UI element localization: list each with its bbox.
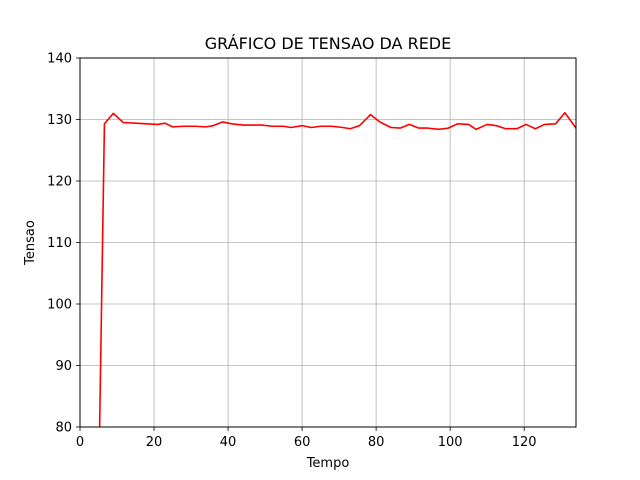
x-tick-label: 80	[368, 435, 385, 450]
x-tick-label: 100	[438, 435, 463, 450]
x-tick-label: 0	[76, 435, 84, 450]
y-tick-label: 120	[47, 175, 72, 190]
y-tick-label: 100	[47, 298, 72, 313]
x-tick-label: 40	[220, 435, 237, 450]
series-layer	[98, 111, 576, 427]
x-tick-label: 20	[146, 435, 163, 450]
axis-ticks: 0 20 40 60 80 100 120 80 90 100 110 120 130 140	[47, 52, 536, 451]
series-line-0	[98, 111, 576, 427]
y-tick-label: 110	[47, 236, 72, 251]
y-axis-label: Tensao	[23, 220, 38, 266]
y-tick-label: 130	[47, 113, 72, 128]
y-tick-label: 80	[55, 421, 72, 436]
y-tick-label: 90	[55, 359, 72, 374]
chart-title: GRÁFICO DE TENSAO DA REDE	[205, 34, 451, 53]
x-axis-label: Tempo	[306, 456, 350, 471]
x-tick-label: 60	[294, 435, 311, 450]
y-tick-label: 140	[47, 52, 72, 67]
x-tick-label: 120	[512, 435, 537, 450]
